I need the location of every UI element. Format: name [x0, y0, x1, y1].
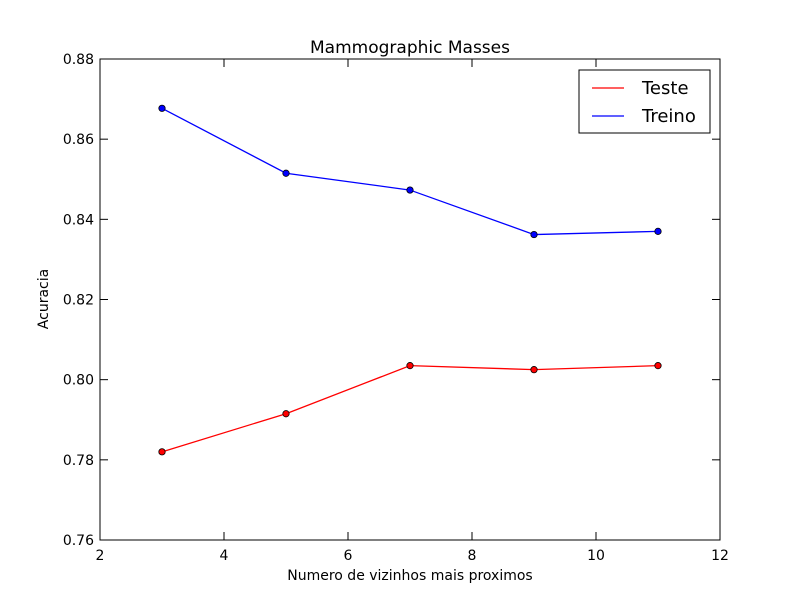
y-tick-label: 0.80: [63, 373, 94, 389]
x-tick-label: 10: [587, 548, 605, 564]
legend: Teste Treino: [578, 69, 711, 134]
x-tick-label: 2: [96, 548, 105, 564]
data-point-teste: [654, 362, 662, 370]
data-point-treino: [158, 104, 166, 112]
x-axis-label: Numero de vizinhos mais proximos: [287, 568, 532, 584]
legend-label-teste: Teste: [641, 78, 689, 99]
y-tick-label: 0.88: [63, 52, 94, 68]
y-tick-label: 0.84: [63, 212, 94, 228]
data-point-teste: [158, 448, 166, 456]
chart-title: Mammographic Masses: [310, 38, 510, 58]
y-axis-label: Acuracia: [36, 269, 52, 329]
data-point-treino: [282, 169, 290, 177]
data-point-teste: [282, 410, 290, 418]
y-tick-label: 0.78: [63, 453, 94, 469]
x-tick-label: 8: [468, 548, 477, 564]
y-tick-label: 0.86: [63, 132, 94, 148]
data-point-treino: [654, 227, 662, 235]
series-layer: [158, 104, 662, 456]
data-point-treino: [530, 230, 538, 239]
data-point-teste: [530, 366, 538, 374]
y-tick-label: 0.76: [63, 533, 94, 549]
legend-label-treino: Treino: [641, 106, 696, 127]
legend-box: [578, 69, 711, 134]
x-tick-label: 12: [711, 548, 729, 564]
data-point-treino: [406, 186, 414, 194]
data-point-teste: [406, 362, 414, 370]
x-tick-label: 4: [220, 548, 229, 564]
x-tick-label: 6: [344, 548, 353, 564]
ticks-layer: 2 4 6 8 10 12 0.76 0.78 0.80 0.82 0.84 0.86 0.88: [63, 52, 729, 564]
y-tick-label: 0.82: [63, 293, 94, 309]
